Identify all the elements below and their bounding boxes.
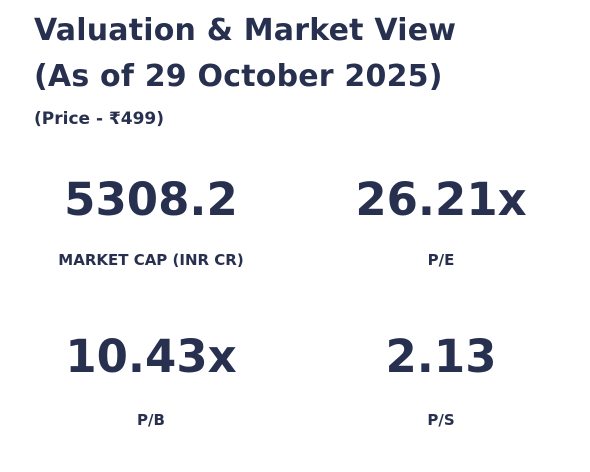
pe-value: 26.21x xyxy=(355,173,527,226)
metric-ps: 2.13 P/S xyxy=(311,330,571,430)
market-cap-value: 5308.2 xyxy=(64,173,238,226)
metric-market-cap: 5308.2 MARKET CAP (INR CR) xyxy=(21,173,281,270)
pe-label: P/E xyxy=(427,251,455,269)
price-subtitle: (Price - ₹499) xyxy=(34,109,165,129)
metric-pb: 10.43x P/B xyxy=(21,330,281,430)
page-header: Valuation & Market View (As of 29 Octobe… xyxy=(34,8,574,132)
page-title-line-1: Valuation & Market View xyxy=(34,13,457,48)
page-title-line-2: (As of 29 October 2025) xyxy=(34,59,443,94)
pb-value: 10.43x xyxy=(65,330,237,383)
ps-label: P/S xyxy=(427,411,455,429)
metric-pe: 26.21x P/E xyxy=(311,173,571,270)
market-cap-label: MARKET CAP (INR CR) xyxy=(58,251,244,269)
pb-label: P/B xyxy=(137,411,165,429)
ps-value: 2.13 xyxy=(385,330,497,383)
